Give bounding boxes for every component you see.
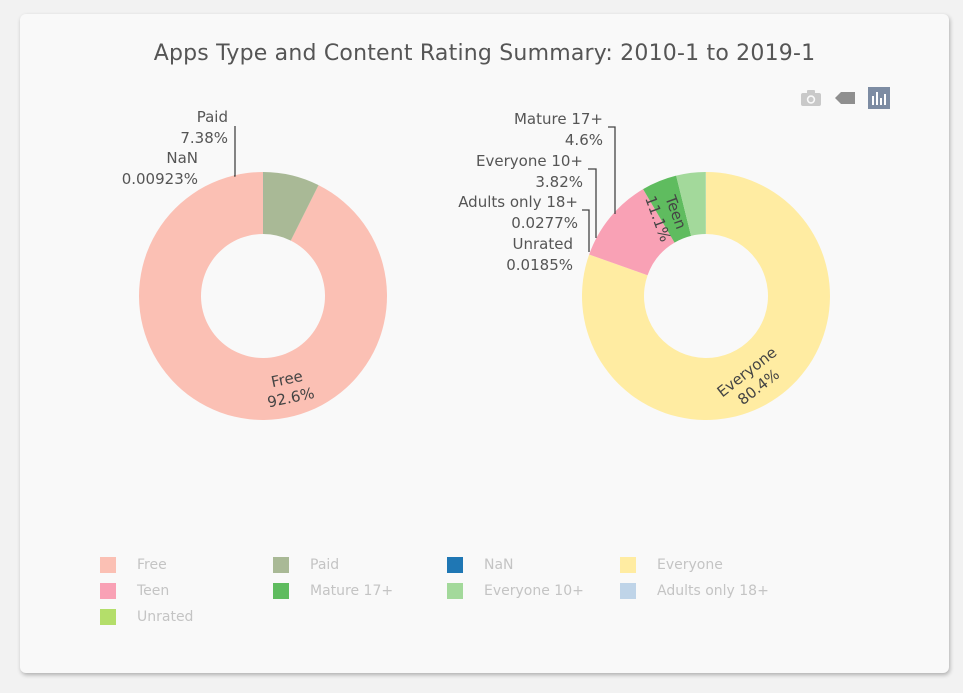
slice-label-nan: NaN 0.00923% [122, 149, 198, 188]
legend-label: Unrated [137, 609, 194, 625]
pie-content-rating: Everyone80.4%Teen11.1%Mature 17+ 4.6%Ever… [458, 110, 830, 420]
chart-card: Apps Type and Content Rating Summary: 20… [20, 14, 949, 673]
pie-slice-free[interactable] [139, 172, 387, 420]
tag-icon[interactable] [833, 86, 857, 110]
legend-swatch [100, 583, 116, 599]
pie-slice-everyone-10[interactable] [676, 172, 706, 236]
pie-type: Free92.6%Paid 7.38%NaN 0.00923% [122, 108, 387, 420]
slice-label-everyone-10: Everyone 10+ 3.82% [476, 152, 583, 191]
legend-label: Paid [310, 557, 340, 573]
legend-label: Adults only 18+ [657, 583, 769, 599]
legend-item-nan[interactable]: NaN [447, 555, 514, 575]
legend-swatch [620, 583, 636, 599]
chart-title: Apps Type and Content Rating Summary: 20… [153, 41, 816, 66]
legend-swatch [447, 583, 463, 599]
leader-line-everyone-10 [588, 168, 597, 238]
legend-label: Teen [137, 583, 170, 599]
leader-line-paid [234, 126, 236, 177]
legend-item-adults-only-18[interactable]: Adults only 18+ [620, 581, 769, 601]
pie-slice-paid[interactable] [263, 172, 319, 241]
legend-item-everyone-10[interactable]: Everyone 10+ [447, 581, 584, 601]
camera-icon[interactable] [799, 86, 823, 110]
leader-line-adults-only-18 [582, 209, 590, 252]
legend-item-free[interactable]: Free [100, 555, 167, 575]
slice-label-mature-17: Mature 17+ 4.6% [514, 110, 603, 149]
legend-item-paid[interactable]: Paid [273, 555, 339, 575]
legend-item-unrated[interactable]: Unrated [100, 607, 193, 627]
slice-label-adults-only-18: Adults only 18+ 0.0277% [458, 193, 578, 232]
pie-charts: Free92.6%Paid 7.38%NaN 0.00923% Everyone80… [122, 108, 830, 420]
legend-swatch [447, 557, 463, 573]
legend-label: Everyone [657, 557, 723, 573]
slice-label-unrated: Unrated 0.0185% [506, 235, 573, 274]
legend-label: Everyone 10+ [484, 583, 584, 599]
legend-swatch [273, 557, 289, 573]
legend-label: Mature 17+ [310, 583, 394, 599]
slice-label-paid: Paid 7.38% [180, 108, 228, 147]
legend-label: NaN [484, 557, 514, 573]
pie-slice-everyone[interactable] [581, 172, 830, 420]
legend-item-teen[interactable]: Teen [100, 581, 169, 601]
legend-swatch [100, 557, 116, 573]
legend-item-everyone[interactable]: Everyone [620, 555, 723, 575]
legend-label: Free [137, 557, 167, 573]
legend-item-mature-17[interactable]: Mature 17+ [273, 581, 393, 601]
pie-slice-mature-17[interactable] [643, 175, 692, 243]
legend-swatch [620, 557, 636, 573]
legend-swatch [100, 609, 116, 625]
pie-slice-teen[interactable] [589, 189, 675, 276]
modebar [799, 86, 891, 110]
legend-swatch [273, 583, 289, 599]
leader-line-mature-17 [608, 126, 616, 214]
bar-chart-icon[interactable] [867, 86, 891, 110]
